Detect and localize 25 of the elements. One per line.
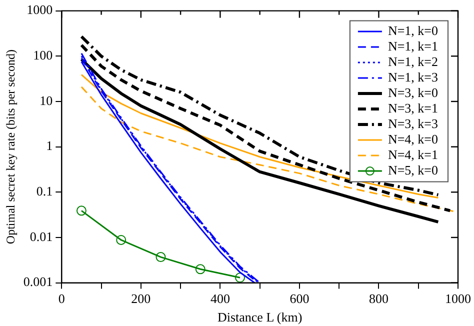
x-tick-label: 400: [210, 291, 230, 306]
legend-label: N=1, k=1: [388, 38, 438, 54]
legend-label: N=3, k=1: [388, 100, 438, 116]
legend-label: N=3, k=0: [388, 84, 438, 100]
legend-label: N=1, k=0: [388, 22, 438, 38]
y-axis-title: Optimal secret key rate (bits per second): [3, 50, 18, 244]
x-axis-title: Distance L (km): [217, 310, 302, 325]
y-tick-label: 0.1: [36, 184, 53, 199]
x-tick-label: 1000: [445, 291, 471, 306]
legend-label: N=1, k=3: [388, 69, 438, 84]
y-tick-label: 0.001: [23, 274, 53, 290]
legend-label: N=5, k=0: [388, 162, 438, 178]
y-tick-label: 1000: [26, 2, 53, 18]
x-tick-label: 200: [131, 291, 151, 306]
y-tick-label: 10: [40, 92, 53, 108]
x-tick-label: 600: [290, 291, 310, 306]
legend-label: N=4, k=0: [388, 131, 438, 146]
y-tick-label: 100: [33, 48, 53, 63]
legend-label: N=3, k=3: [388, 116, 438, 131]
x-tick-label: 0: [58, 291, 65, 306]
x-tick-label: 800: [368, 291, 388, 306]
legend-label: N=1, k=2: [388, 54, 438, 69]
legend-label: N=4, k=1: [388, 146, 438, 162]
y-tick-label: 0.01: [30, 228, 53, 244]
y-tick-label: 1: [46, 138, 53, 154]
